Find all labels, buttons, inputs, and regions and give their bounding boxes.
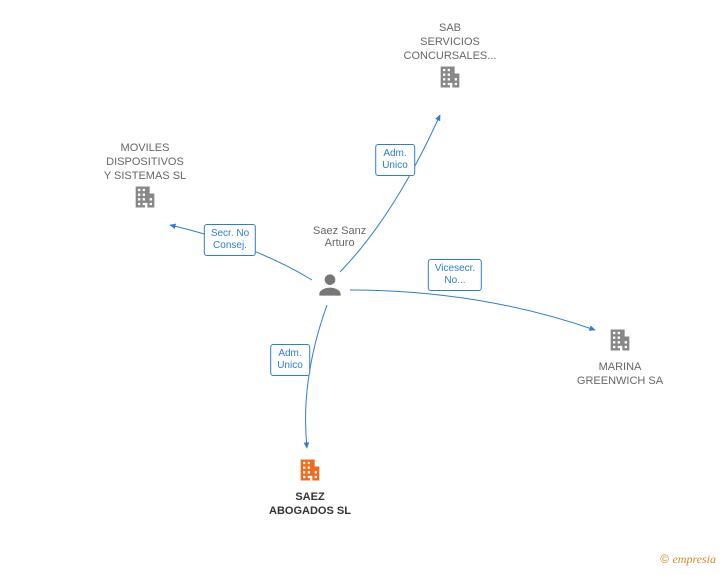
edge-badge-moviles: Secr. No Consej.: [204, 224, 256, 256]
edge-to-marina: [350, 290, 595, 330]
edge-badge-sab: Adm. Unico: [375, 144, 415, 176]
edge-to-saezab: [306, 305, 327, 448]
company-label: MOVILES DISPOSITIVOS Y SISTEMAS SL: [85, 142, 205, 183]
company-label: SAEZ ABOGADOS SL: [250, 491, 370, 519]
center-node-label: Saez Sanz Arturo: [313, 225, 366, 249]
building-icon: [296, 456, 324, 484]
company-node-moviles[interactable]: MOVILES DISPOSITIVOS Y SISTEMAS SL: [85, 140, 205, 216]
edge-badge-saezab: Adm. Unico: [270, 344, 310, 376]
building-icon: [606, 326, 634, 354]
building-icon: [131, 183, 159, 211]
brand-name: empresia: [672, 552, 716, 566]
company-node-marina[interactable]: MARINA GREENWICH SA: [560, 326, 680, 388]
company-node-saezab[interactable]: SAEZ ABOGADOS SL: [250, 456, 370, 518]
credit: © empresia: [660, 552, 716, 567]
edge-badge-marina: Vicesecr. No...: [428, 259, 482, 291]
person-icon: [314, 269, 346, 301]
diagram-canvas: { "canvas": { "width": 728, "height": 57…: [0, 0, 728, 575]
company-label: MARINA GREENWICH SA: [560, 361, 680, 389]
building-icon: [436, 63, 464, 91]
copyright-symbol: ©: [660, 552, 669, 566]
company-node-sab[interactable]: SAB SERVICIOS CONCURSALES...: [390, 20, 510, 96]
company-label: SAB SERVICIOS CONCURSALES...: [390, 22, 510, 63]
center-node[interactable]: [314, 269, 346, 306]
